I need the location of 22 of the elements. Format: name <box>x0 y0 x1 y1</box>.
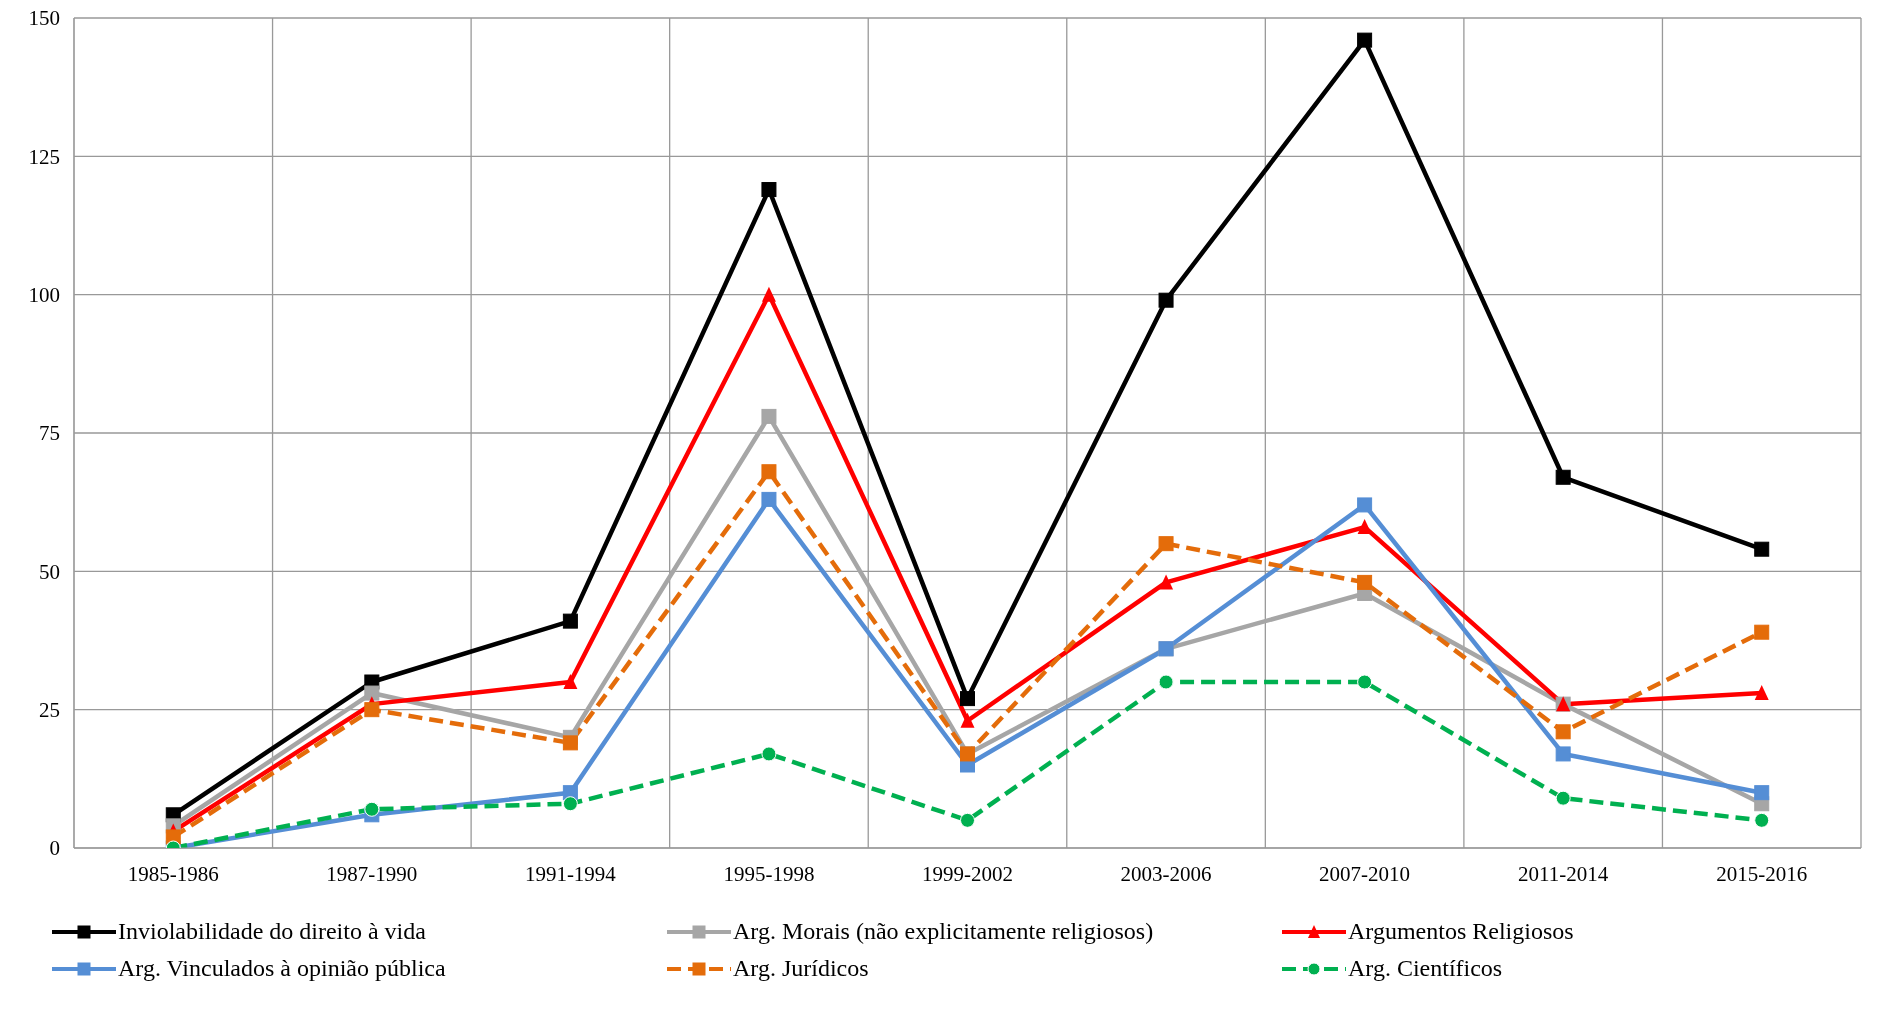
y-tick-label: 25 <box>39 698 60 723</box>
legend-label: Inviolabilidade do direito à vida <box>118 918 426 945</box>
legend-label: Arg. Morais (não explicitamente religiosos) <box>733 918 1154 945</box>
legend-label: Arg. Vinculados à opinião pública <box>118 955 446 982</box>
x-tick-label: 2015-2016 <box>1716 861 1808 886</box>
y-tick-label: 50 <box>39 559 60 584</box>
y-tick-label: 125 <box>28 144 60 169</box>
y-tick-label: 75 <box>39 421 60 446</box>
legend-label: Arg. Científicos <box>1348 955 1503 982</box>
legend-label: Arg. Jurídicos <box>733 955 869 982</box>
y-tick-label: 0 <box>49 836 60 861</box>
y-tick-label: 100 <box>28 283 60 308</box>
x-tick-label: 1999-2002 <box>922 861 1013 886</box>
y-tick-label: 150 <box>28 6 60 31</box>
x-tick-label: 2003-2006 <box>1120 861 1212 886</box>
x-tick-label: 2011-2014 <box>1518 861 1609 886</box>
x-tick-label: 1995-1998 <box>723 861 815 886</box>
x-tick-label: 1991-1994 <box>524 861 617 886</box>
x-tick-label: 1985-1986 <box>127 861 219 886</box>
x-tick-label: 1987-1990 <box>326 861 418 886</box>
legend-label: Argumentos Religiosos <box>1348 918 1574 945</box>
x-tick-label: 2007-2010 <box>1319 861 1411 886</box>
